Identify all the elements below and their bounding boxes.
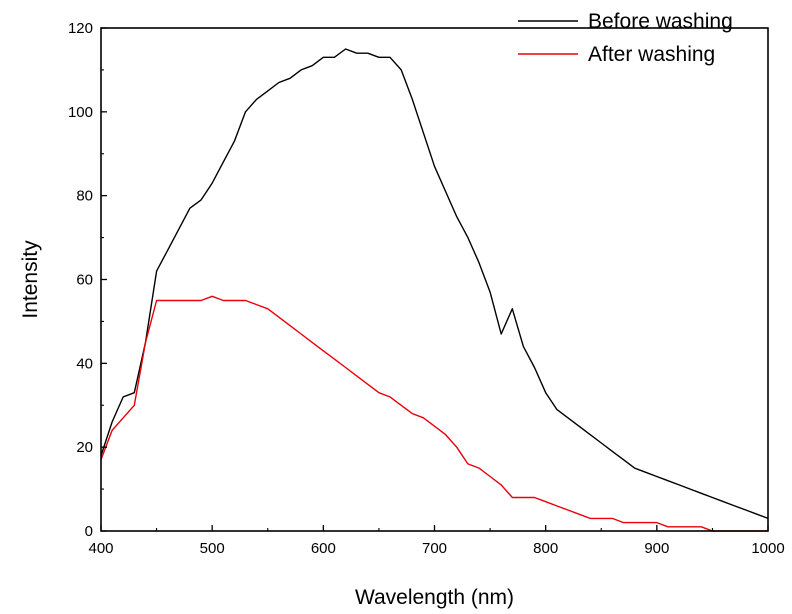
axes-layer: 400 500 600 700 800 900 1000 0 20 40 60 80 100 120: [68, 20, 785, 557]
x-tick-label: 400: [88, 540, 113, 557]
x-tick-label: 900: [644, 540, 669, 557]
x-tick-label: 600: [311, 540, 336, 557]
series-line-after-washing: [100, 295, 768, 532]
y-tick-label: 0: [85, 523, 93, 540]
y-tick-label: 20: [76, 439, 93, 456]
series-layer: [100, 48, 769, 532]
series-line-before-washing: [100, 48, 769, 520]
legend-label-after-washing: After washing: [588, 43, 715, 66]
y-tick-label: 120: [68, 20, 93, 37]
x-tick-label: 1000: [751, 540, 784, 557]
x-tick-label: 700: [422, 540, 447, 557]
x-tick-label: 500: [200, 540, 225, 557]
y-tick-label: 60: [76, 272, 93, 289]
y-axis-title: Intensity: [19, 240, 42, 319]
y-tick-label: 80: [76, 188, 93, 205]
legend-label-before-washing: Before washing: [588, 10, 733, 33]
y-tick-label: 40: [76, 355, 93, 372]
legend: Before washing After washing: [518, 10, 733, 66]
x-axis-title: Wavelength (nm): [355, 586, 514, 609]
plot-frame: [100, 27, 769, 532]
y-tick-label: 100: [68, 104, 93, 121]
x-tick-label: 800: [533, 540, 558, 557]
